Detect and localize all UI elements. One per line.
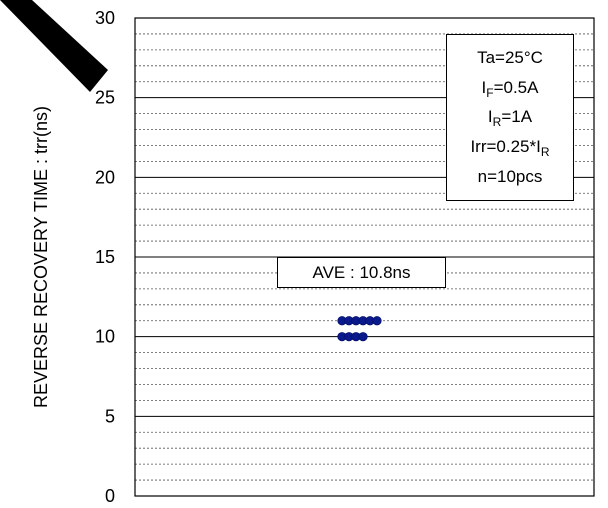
y-tick-label: 10 — [95, 327, 115, 347]
y-tick-label: 0 — [105, 486, 115, 506]
data-points — [337, 316, 382, 342]
y-tick-labels: 0 5 10 15 20 25 30 — [95, 8, 115, 506]
average-box: AVE : 10.8ns — [277, 257, 446, 288]
condition-n: n=10pcs — [477, 167, 543, 187]
corner-watermark — [0, 0, 108, 92]
data-point — [358, 332, 368, 342]
y-tick-label: 30 — [95, 8, 115, 28]
minor-gridlines — [135, 33, 594, 481]
conditions-box: Ta=25°C IF=0.5A IR=1A Irr=0.25*IR n=10pc… — [446, 34, 574, 201]
y-tick-label: 25 — [95, 88, 115, 108]
y-axis-label: REVERSE RECOVERY TIME : trr(ns) — [31, 106, 51, 408]
data-point — [372, 316, 382, 326]
y-tick-label: 15 — [95, 247, 115, 267]
condition-if: IF=0.5A — [481, 77, 539, 100]
y-tick-label: 5 — [105, 406, 115, 426]
condition-irr: Irr=0.25*IR — [470, 137, 550, 160]
plot-frame — [134, 17, 595, 497]
condition-ir: IR=1A — [487, 107, 533, 130]
average-label: AVE : 10.8ns — [312, 262, 411, 282]
y-tick-label: 20 — [95, 167, 115, 187]
condition-ta: Ta=25°C — [477, 47, 543, 67]
